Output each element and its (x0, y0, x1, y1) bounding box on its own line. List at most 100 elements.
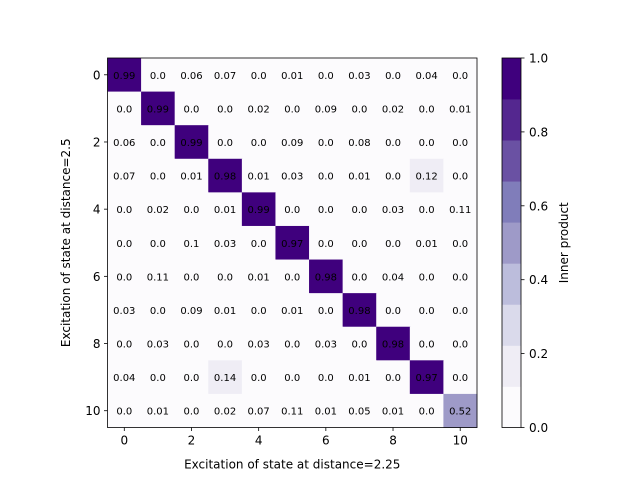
cell-value-label: 0.07 (214, 71, 236, 82)
heatmap-cell (174, 293, 209, 328)
cell-value-label: 0.0 (318, 373, 334, 384)
heatmap-cell (409, 259, 444, 294)
heatmap-cell (376, 158, 411, 193)
cell-value-label: 0.0 (150, 138, 166, 149)
heatmap-cell (342, 259, 377, 294)
cell-value-label: 0.98 (382, 340, 404, 351)
cell-value-label: 0.03 (147, 340, 169, 351)
heatmap-cell (376, 393, 411, 428)
cell-value-label: 0.0 (351, 272, 367, 283)
colorbar-segment (502, 222, 521, 264)
heatmap-cell (141, 58, 176, 93)
cell-value-label: 0.0 (284, 373, 300, 384)
cell-value-label: 0.01 (214, 205, 236, 216)
heatmap-cell (275, 360, 310, 395)
heatmap-cell (141, 125, 176, 160)
heatmap-cell (342, 91, 377, 126)
heatmap-cell (241, 158, 276, 193)
heatmap-cell (241, 393, 276, 428)
cell-value-label: 0.06 (113, 138, 135, 149)
heatmap-cell (443, 326, 478, 361)
cell-value-label: 0.0 (452, 306, 468, 317)
heatmap-cell (141, 259, 176, 294)
x-tick-label: 2 (188, 434, 196, 448)
y-axis-ticks: 0 2 4 6 8 10 (85, 68, 108, 418)
heatmap-cell (174, 192, 209, 227)
heatmap-cell (376, 225, 411, 261)
cell-value-label: 0.0 (284, 272, 300, 283)
heatmap-cell (208, 192, 243, 227)
cell-value-label: 0.0 (116, 239, 132, 250)
x-tick-label: 0 (120, 434, 128, 448)
heatmap-cell (174, 58, 209, 93)
cell-value-label: 0.0 (452, 340, 468, 351)
cell-value-label: 0.03 (315, 340, 337, 351)
cell-value-label: 0.02 (382, 104, 404, 115)
heatmap-cell (275, 158, 310, 193)
colorbar-segment (502, 58, 521, 100)
heatmap-cell (342, 192, 377, 227)
heatmap-cell (275, 192, 310, 227)
cell-value-label: 0.0 (150, 373, 166, 384)
heatmap-cell (342, 360, 377, 395)
cell-value-label: 0.99 (180, 138, 202, 149)
cell-value-label: 0.0 (251, 306, 267, 317)
cell-value-label: 0.0 (184, 104, 200, 115)
cell-value-label: 0.01 (281, 71, 303, 82)
heatmap-cell (241, 360, 276, 395)
cell-value-label: 0.0 (385, 239, 401, 250)
heatmap-cell (241, 225, 276, 261)
heatmap-cell (141, 393, 176, 428)
heatmap-cell (107, 91, 142, 126)
heatmap-cell (309, 58, 344, 93)
heatmap-cell (409, 58, 444, 93)
colorbar-segment (502, 99, 521, 141)
heatmap-cell (241, 91, 276, 126)
cell-value-label: 0.0 (116, 104, 132, 115)
cell-value-label: 0.0 (452, 272, 468, 283)
cell-value-label: 0.0 (351, 205, 367, 216)
heatmap-cell (241, 326, 276, 361)
heatmap-cell (107, 259, 142, 294)
heatmap-cell-labels: 0.99 0.0 0.06 0.07 0.0 0.01 0.0 0.03 0.0 0.04 0.0 0… (113, 71, 471, 418)
cell-value-label: 0.0 (217, 340, 233, 351)
cell-value-label: 0.99 (113, 71, 135, 82)
cell-value-label: 0.0 (116, 340, 132, 351)
cell-value-label: 0.0 (351, 104, 367, 115)
heatmap-cell (174, 91, 209, 126)
x-tick-label: 4 (255, 434, 263, 448)
heatmap-cell (174, 125, 209, 160)
cell-value-label: 0.05 (348, 407, 370, 418)
cell-value-label: 0.0 (385, 138, 401, 149)
heatmap-cell (409, 91, 444, 126)
cell-value-label: 0.1 (184, 239, 200, 250)
cell-value-label: 0.0 (318, 205, 334, 216)
cell-value-label: 0.01 (382, 407, 404, 418)
heatmap-cell (208, 91, 243, 126)
heatmap-cell (443, 192, 478, 227)
cell-value-label: 0.0 (184, 407, 200, 418)
cell-value-label: 0.0 (385, 71, 401, 82)
cell-value-label: 0.08 (348, 138, 370, 149)
heatmap-cell (208, 225, 243, 261)
heatmap-cell (376, 326, 411, 361)
heatmap-cell (409, 125, 444, 160)
cell-value-label: 0.0 (419, 340, 435, 351)
cell-value-label: 0.01 (415, 239, 437, 250)
cell-value-label: 0.07 (113, 172, 135, 183)
cell-value-label: 0.04 (415, 71, 437, 82)
heatmap-cell (208, 158, 243, 193)
heatmap-cell (141, 158, 176, 193)
heatmap-cells (107, 58, 478, 428)
cell-value-label: 0.0 (150, 239, 166, 250)
cell-value-label: 0.03 (214, 239, 236, 250)
cell-value-label: 0.02 (214, 407, 236, 418)
cell-value-label: 0.0 (385, 172, 401, 183)
cell-value-label: 0.0 (452, 373, 468, 384)
heatmap-cell (107, 326, 142, 361)
heatmap-cell (443, 158, 478, 193)
heatmap-cell (342, 293, 377, 328)
heatmap-cell (275, 91, 310, 126)
heatmap-cell (342, 58, 377, 93)
